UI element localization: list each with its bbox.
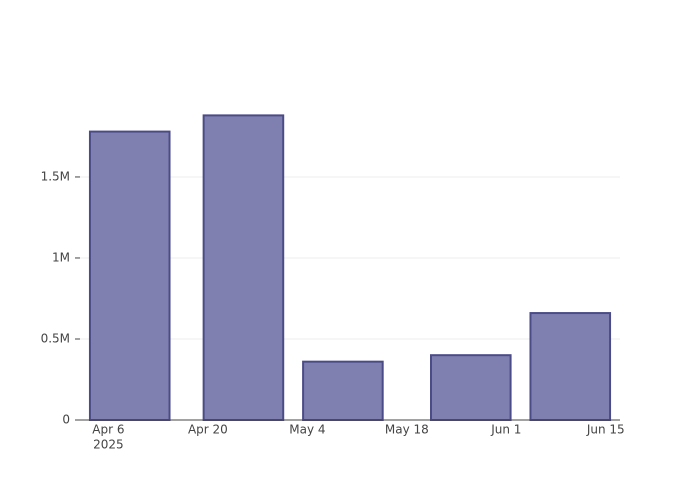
x-tick-label: Apr 20: [188, 423, 228, 437]
y-tick-label: 0: [62, 413, 70, 427]
y-tick-label: 1.5M: [41, 169, 70, 183]
bar: [430, 354, 512, 422]
bar: [88, 130, 171, 421]
x-tick-sublabel: 2025: [93, 438, 124, 452]
bar: [302, 360, 384, 422]
x-tick-label: May 18: [385, 423, 429, 437]
x-tick-label: Jun 1: [490, 423, 521, 437]
y-tick-label: 1M: [52, 250, 70, 264]
y-tick-label: 0.5M: [41, 331, 70, 345]
bar: [529, 312, 612, 421]
bar: [202, 114, 285, 422]
x-tick-label: Jun 15: [586, 423, 625, 437]
x-tick-label: May 4: [289, 423, 325, 437]
x-tick-label: Apr 6: [92, 423, 124, 437]
